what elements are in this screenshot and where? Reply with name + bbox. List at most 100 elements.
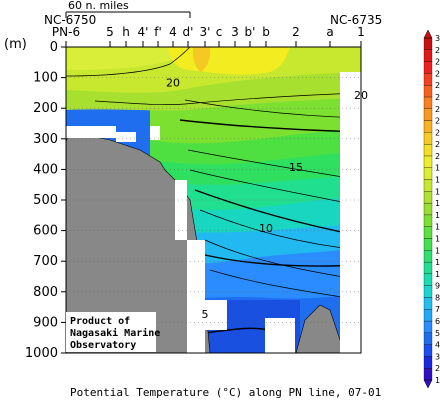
station-label: 2 xyxy=(292,25,300,39)
colorbar-segment xyxy=(423,96,433,109)
station-label: b xyxy=(262,25,270,39)
colorbar-segment xyxy=(423,309,433,322)
colorbar: 1234567891011121314151617181920212223242… xyxy=(423,29,440,389)
colorbar-segment xyxy=(423,132,433,145)
contour-label: 10 xyxy=(259,222,273,235)
chart-title: Potential Temperature (°C) along PN line… xyxy=(70,386,381,399)
colorbar-segment xyxy=(423,49,433,62)
contour-label: 5 xyxy=(202,308,209,321)
colorbar-segment xyxy=(423,332,433,345)
station-label: d' xyxy=(183,25,194,39)
colorbar-segment xyxy=(423,73,433,86)
station-label: f' xyxy=(154,25,162,39)
contour-label: 15 xyxy=(289,161,303,174)
colorbar-segment xyxy=(423,191,433,204)
colorbar-tick-label: 29 xyxy=(435,46,440,55)
station-label: 5 xyxy=(106,25,114,39)
station-label: a xyxy=(326,25,333,39)
contour-labels: 20 20 15 10 5 xyxy=(166,77,368,321)
no-data-block xyxy=(340,72,361,353)
colorbar-segment xyxy=(423,202,433,216)
colorbar-segment xyxy=(423,356,433,369)
colorbar-segment xyxy=(423,120,433,133)
colorbar-tick-label: 14 xyxy=(435,223,440,232)
no-data-block xyxy=(175,180,187,240)
colorbar-tick-label: 11 xyxy=(435,258,440,267)
colorbar-segment xyxy=(423,155,433,168)
colorbar-tick-label: 25 xyxy=(435,93,440,102)
colorbar-segment xyxy=(423,179,433,192)
colorbar-tick-label: 16 xyxy=(435,199,440,208)
colorbar-tick-label: 24 xyxy=(435,105,440,114)
colorbar-tick-label: 28 xyxy=(435,58,440,67)
y-tick-label: 0 xyxy=(50,40,58,55)
colorbar-tick-label: 19 xyxy=(435,164,440,173)
colorbar-tick-label: 2 xyxy=(435,364,440,373)
colorbar-tick-label: 27 xyxy=(435,69,440,78)
colorbar-tick-label: 12 xyxy=(435,246,440,255)
colorbar-segment xyxy=(423,226,433,239)
seafloor-right xyxy=(295,304,346,353)
credit-box xyxy=(66,312,156,352)
y-tick-label: 400 xyxy=(33,162,58,177)
no-data-block xyxy=(187,240,205,353)
right-station-header: NC-6735 xyxy=(330,13,382,27)
colorbar-segment xyxy=(423,297,433,310)
colorbar-tick-label: 10 xyxy=(435,270,440,279)
no-data-block xyxy=(265,318,295,353)
y-tick-label: 200 xyxy=(33,101,58,116)
y-tick-label: 800 xyxy=(33,285,58,300)
station-label: 4 xyxy=(169,25,177,39)
station-label: b' xyxy=(245,25,256,39)
y-axis-label: (m) xyxy=(4,37,27,52)
station-label: PN-6 xyxy=(52,25,80,39)
y-tick-label: 1000 xyxy=(25,346,58,361)
y-axis: 0 100 200 300 400 500 600 700 800 900 1000 xyxy=(25,40,361,361)
colorbar-tick-label: 26 xyxy=(435,81,440,90)
y-tick-label: 500 xyxy=(33,193,58,208)
station-label: c xyxy=(216,25,223,39)
scale-bar-label: 60 n. miles xyxy=(68,0,129,12)
station-label: 1 xyxy=(357,25,365,39)
colorbar-segment xyxy=(423,143,433,157)
colorbar-segment xyxy=(423,344,433,357)
colorbar-segment xyxy=(423,238,433,251)
left-station-header: NC-6750 xyxy=(44,13,96,27)
colorbar-tick-label: 17 xyxy=(435,187,440,196)
no-data-block xyxy=(66,126,116,138)
colorbar-segment xyxy=(423,261,433,275)
colorbar-max-arrow xyxy=(423,29,433,39)
credit-line-3: Observatory xyxy=(70,340,136,351)
colorbar-min-arrow xyxy=(423,379,433,389)
colorbar-tick-label: 15 xyxy=(435,211,440,220)
station-axis: PN-6 5 h 4' f' 4 d' 3' c 3 b' b 2 a 1 xyxy=(52,25,365,47)
colorbar-tick-label: 13 xyxy=(435,234,440,243)
colorbar-segment xyxy=(423,108,433,121)
colorbar-tick-label: 4 xyxy=(435,341,440,350)
colorbar-segment xyxy=(423,37,433,50)
no-data-block xyxy=(116,132,136,142)
colorbar-tick-label: 30 xyxy=(435,34,440,43)
y-tick-label: 900 xyxy=(33,315,58,330)
temperature-field xyxy=(66,47,361,353)
colorbar-segment xyxy=(423,273,433,286)
no-data-block xyxy=(150,126,160,140)
colorbar-segment xyxy=(423,368,433,381)
y-tick-label: 700 xyxy=(33,254,58,269)
colorbar-tick-label: 3 xyxy=(435,352,440,361)
colorbar-tick-label: 21 xyxy=(435,140,440,149)
y-tick-label: 600 xyxy=(33,224,58,239)
colorbar-tick-label: 18 xyxy=(435,176,440,185)
colorbar-tick-label: 9 xyxy=(435,282,440,291)
colorbar-segment xyxy=(423,214,433,227)
colorbar-segment xyxy=(423,285,433,298)
colorbar-tick-label: 7 xyxy=(435,305,440,314)
y-tick-label: 100 xyxy=(33,71,58,86)
station-label: h xyxy=(122,25,130,39)
colorbar-segment xyxy=(423,167,433,180)
colorbar-tick-label: 6 xyxy=(435,317,440,326)
colorbar-tick-label: 1 xyxy=(435,376,440,385)
credit-line-1: Product of xyxy=(70,316,130,327)
station-label: 4' xyxy=(138,25,149,39)
